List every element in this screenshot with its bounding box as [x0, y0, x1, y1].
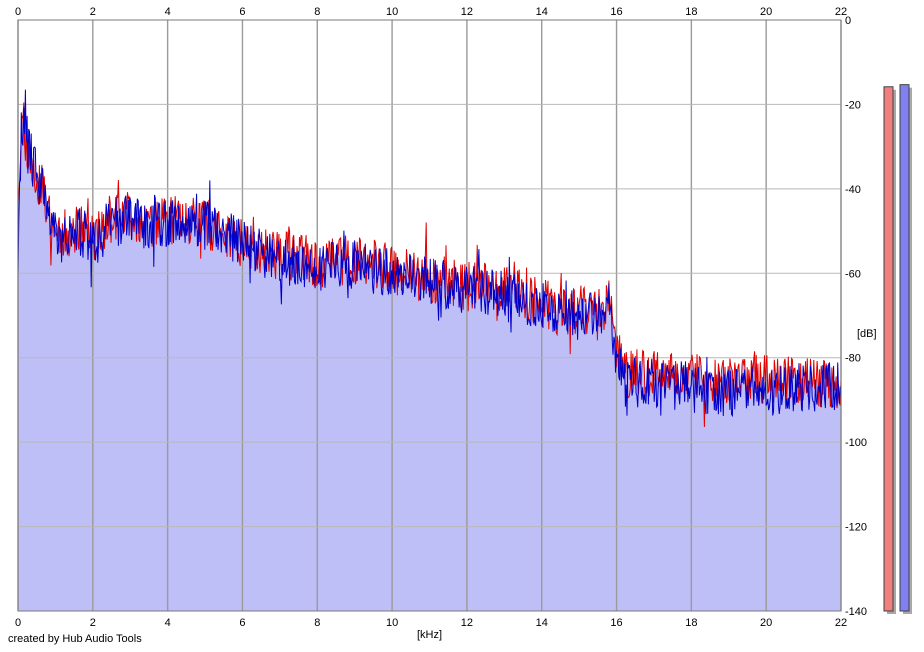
spectrum-traces — [17, 89, 842, 428]
y-tick-label: -60 — [845, 268, 861, 280]
x-tick-label-top: 8 — [314, 6, 320, 18]
y-axis-label: [dB] — [857, 328, 877, 340]
x-tick-label-bottom: 8 — [314, 617, 320, 629]
x-tick-label-top: 0 — [15, 6, 21, 18]
level-meters — [883, 84, 912, 615]
x-tick-label-top: 12 — [461, 6, 473, 18]
plot-frame — [17, 19, 842, 612]
y-tick-label: -100 — [845, 437, 867, 449]
level-meter-bar — [899, 84, 910, 612]
y-tick-label: -80 — [845, 353, 861, 365]
series-line-2 — [17, 89, 842, 418]
x-tick-label-bottom: 14 — [536, 617, 548, 629]
x-tick-label-bottom: 10 — [386, 617, 398, 629]
grid — [17, 19, 842, 612]
x-tick-label-bottom: 18 — [685, 617, 697, 629]
axes: 002244668810101212141416161818202022220-… — [15, 6, 877, 641]
x-tick-label-top: 2 — [90, 6, 96, 18]
y-tick-label: -140 — [845, 606, 867, 618]
x-tick-label-top: 6 — [239, 6, 245, 18]
x-tick-label-bottom: 0 — [15, 617, 21, 629]
x-tick-label-bottom: 12 — [461, 617, 473, 629]
x-axis-label: [kHz] — [417, 629, 442, 641]
spectrum-fill — [18, 89, 841, 612]
x-tick-label-bottom: 6 — [239, 617, 245, 629]
y-tick-label: -40 — [845, 184, 861, 196]
spectrum-area — [18, 89, 841, 612]
y-tick-label: -20 — [845, 99, 861, 111]
y-tick-label: -120 — [845, 522, 867, 534]
x-tick-label-top: 10 — [386, 6, 398, 18]
x-tick-label-top: 18 — [685, 6, 697, 18]
x-tick-label-top: 14 — [536, 6, 548, 18]
y-tick-label: 0 — [845, 15, 851, 27]
x-tick-label-bottom: 16 — [610, 617, 622, 629]
x-tick-label-top: 22 — [835, 6, 847, 18]
x-tick-label-bottom: 2 — [90, 617, 96, 629]
x-tick-label-bottom: 22 — [835, 617, 847, 629]
x-tick-label-top: 20 — [760, 6, 772, 18]
level-meter-bar — [883, 86, 894, 612]
x-tick-label-top: 16 — [610, 6, 622, 18]
x-tick-label-bottom: 4 — [165, 617, 171, 629]
credit-text: created by Hub Audio Tools — [8, 633, 142, 645]
x-tick-label-top: 4 — [165, 6, 171, 18]
x-tick-label-bottom: 20 — [760, 617, 772, 629]
